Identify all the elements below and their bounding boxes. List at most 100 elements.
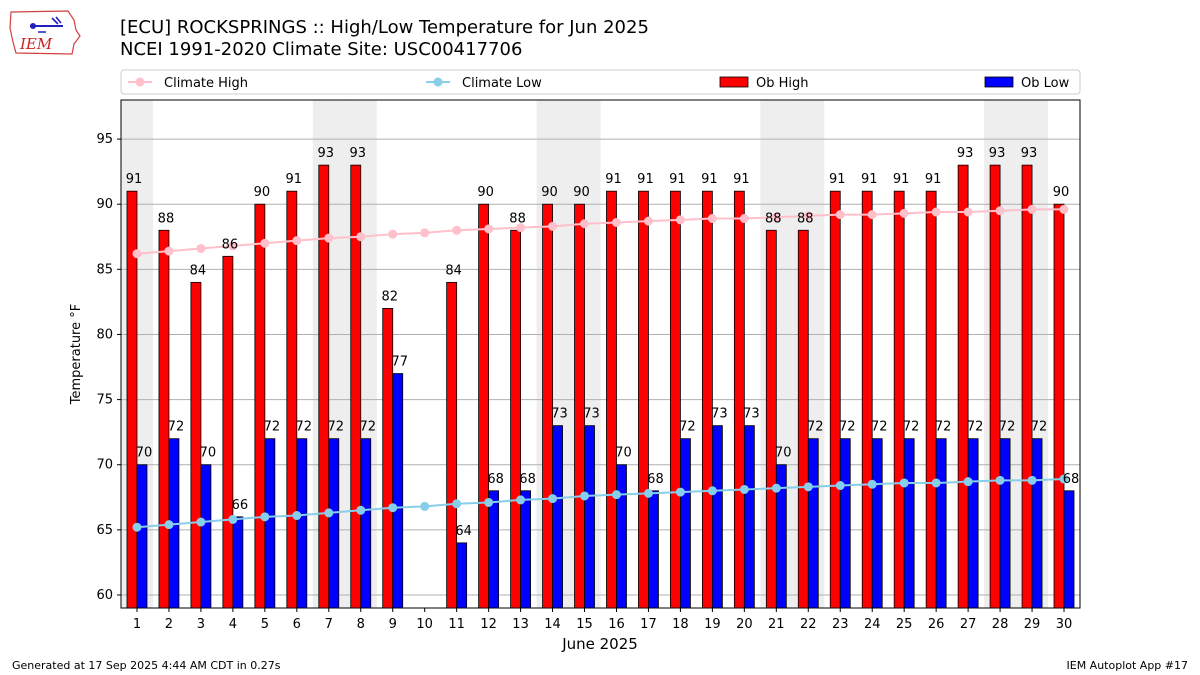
climate-low-point-14	[548, 494, 558, 504]
ob-high-label-19: 91	[701, 172, 718, 187]
y-tick-label-60: 60	[96, 588, 113, 603]
ob-high-bar-30	[1053, 203, 1065, 609]
ob-low-label-27: 72	[967, 420, 984, 435]
climate-high-point-8	[356, 232, 366, 242]
climate-high-point-5	[260, 238, 270, 248]
ob-low-bar-18	[680, 438, 691, 609]
ob-high-bar-13	[510, 229, 521, 609]
ob-low-label-5: 72	[264, 420, 281, 435]
ob-high-label-2: 88	[158, 211, 175, 226]
x-tick-label-21: 21	[768, 617, 785, 632]
ob-low-bar-27	[967, 438, 979, 609]
ob-low-bar-25	[903, 438, 915, 609]
climate-high-point-19	[707, 214, 717, 224]
data-labels: 91 70 88 72 84 70 86 66 90 72 91 72 93 72 93 72 82 77 84 64…	[126, 146, 1080, 539]
ob-low-label-7: 72	[328, 420, 345, 435]
ob-low-bar-19	[711, 425, 723, 609]
y-tick-label-95: 95	[96, 132, 113, 147]
ob-low-label-11: 64	[455, 524, 472, 539]
ob-high-bar-11	[446, 281, 458, 609]
x-tick-label-10: 10	[416, 617, 433, 632]
climate-low-point-1	[132, 522, 142, 532]
climate-low-point-17	[643, 488, 653, 498]
y-tick-label-70: 70	[96, 458, 113, 473]
climate-high-line	[136, 208, 1065, 255]
x-tick-label-23: 23	[832, 617, 849, 632]
ob-high-bar-12	[478, 203, 490, 609]
climate-low-point-25	[899, 478, 909, 488]
climate-high-point-4	[228, 241, 238, 251]
x-tick-label-8: 8	[357, 617, 365, 632]
climate-low-point-20	[739, 484, 749, 494]
x-axis-title: June 2025	[561, 635, 638, 653]
x-tick-label-6: 6	[293, 617, 301, 632]
ob-high-bar-23	[829, 190, 841, 609]
ob-high-label-30: 90	[1053, 185, 1070, 200]
x-tick-label-22: 22	[800, 617, 817, 632]
iem-logo: IEM	[9, 10, 81, 55]
climate-high-point-3	[196, 243, 206, 253]
ob-low-bar-30	[1063, 490, 1075, 609]
ob-high-label-17: 91	[637, 172, 654, 187]
legend-ob-high-label: Ob High	[756, 76, 809, 91]
ob-high-label-23: 91	[829, 172, 846, 187]
gridlines	[121, 138, 1080, 596]
climate-high-point-20	[739, 214, 749, 224]
climate-high-point-16	[611, 217, 621, 227]
x-tick-label-19: 19	[704, 617, 721, 632]
ob-low-label-14: 73	[551, 407, 568, 422]
climate-low-point-6	[292, 511, 302, 521]
legend-climate-low-swatch-marker	[433, 77, 443, 87]
ob-low-bar-22	[807, 438, 819, 609]
ob-low-label-21: 70	[775, 446, 792, 461]
ob-low-bar-12	[488, 490, 500, 609]
ob-low-label-29: 72	[1031, 420, 1048, 435]
x-tick-label-20: 20	[736, 617, 753, 632]
ob-high-bar-20	[733, 190, 745, 609]
climate-low-point-9	[388, 503, 398, 513]
ob-high-label-28: 93	[989, 146, 1006, 161]
ob-high-label-22: 88	[797, 211, 814, 226]
climate-high-point-22	[803, 211, 813, 221]
legend-ob-low-label: Ob Low	[1021, 76, 1070, 91]
ob-high-label-26: 91	[925, 172, 942, 187]
x-tick-label-1: 1	[133, 617, 141, 632]
climate-low-point-21	[771, 483, 781, 493]
legend-climate-high-label: Climate High	[164, 76, 248, 91]
climate-low-point-13	[516, 495, 526, 505]
ob-low-bar-20	[743, 425, 755, 609]
ob-low-label-18: 72	[679, 420, 696, 435]
y-tick-label-90: 90	[96, 197, 113, 212]
ob-low-bar-8	[360, 438, 372, 609]
ob-high-label-15: 90	[573, 185, 590, 200]
climate-low-point-2	[164, 520, 174, 530]
climate-low-line	[136, 478, 1065, 529]
x-tick-label-28: 28	[992, 617, 1009, 632]
ob-low-label-30: 68	[1063, 472, 1080, 487]
ob-high-label-9: 82	[381, 289, 398, 304]
climate-high-point-27	[963, 207, 973, 217]
ob-high-bar-27	[957, 164, 969, 609]
legend: Climate High Climate Low Ob High Ob Low	[120, 69, 1081, 95]
ob-high-label-8: 93	[349, 146, 366, 161]
climate-low-point-26	[931, 478, 941, 488]
ob-low-bar-24	[871, 438, 883, 609]
climate-high-point-7	[324, 233, 334, 243]
climate-low-point-23	[835, 481, 845, 491]
ob-low-label-26: 72	[935, 420, 952, 435]
ob-high-bar-19	[701, 190, 713, 609]
x-tick-label-18: 18	[672, 617, 689, 632]
x-tick-label-3: 3	[197, 617, 205, 632]
x-tick-label-27: 27	[960, 617, 977, 632]
climate-high-point-28	[995, 206, 1005, 216]
ob-low-bar-1	[136, 464, 148, 609]
ob-low-label-17: 68	[647, 472, 664, 487]
ob-high-label-25: 91	[893, 172, 910, 187]
climate-low-point-8	[356, 505, 366, 515]
ob-high-label-18: 91	[669, 172, 686, 187]
wind-vane-icon	[38, 16, 62, 33]
ob-low-bar-11	[456, 542, 468, 609]
x-tick-label-24: 24	[864, 617, 881, 632]
ob-low-bar-15	[584, 425, 595, 609]
